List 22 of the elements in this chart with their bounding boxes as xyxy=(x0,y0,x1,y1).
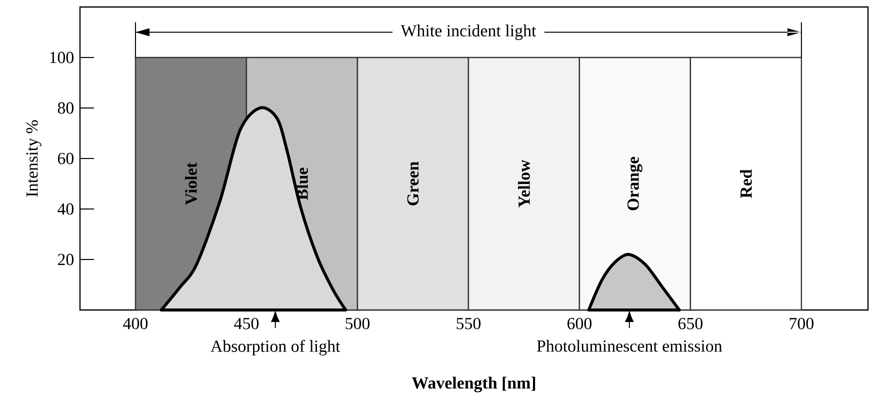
x-tick-label: 400 xyxy=(123,318,148,330)
data-label: Green xyxy=(407,162,419,206)
y-tick-label: 100 xyxy=(50,52,74,64)
data-label: Orange xyxy=(627,156,642,210)
annotation: Absorption of light xyxy=(210,340,340,356)
x-tick-label: 450 xyxy=(234,318,259,330)
y-tick-label: 40 xyxy=(58,203,74,215)
x-tick-label: 500 xyxy=(346,318,370,330)
x-tick-label: 650 xyxy=(678,318,702,330)
y-axis-title: Intensity % xyxy=(26,120,42,197)
y-tick-label: 60 xyxy=(58,152,74,164)
x-tick-label: 550 xyxy=(456,318,481,330)
y-tick-label: 80 xyxy=(58,102,74,114)
y-tick-label: 20 xyxy=(58,254,74,266)
data-label: Violet xyxy=(184,162,197,205)
x-tick-label: 600 xyxy=(567,318,592,330)
x-tick-label: 700 xyxy=(790,318,814,330)
data-label: Yellow xyxy=(518,160,530,208)
data-label: Red xyxy=(740,169,752,198)
annotation: Photoluminescent emission xyxy=(536,340,722,352)
annotation: White incident light xyxy=(400,24,536,40)
x-axis-title: Wavelength [nm] xyxy=(412,376,536,392)
